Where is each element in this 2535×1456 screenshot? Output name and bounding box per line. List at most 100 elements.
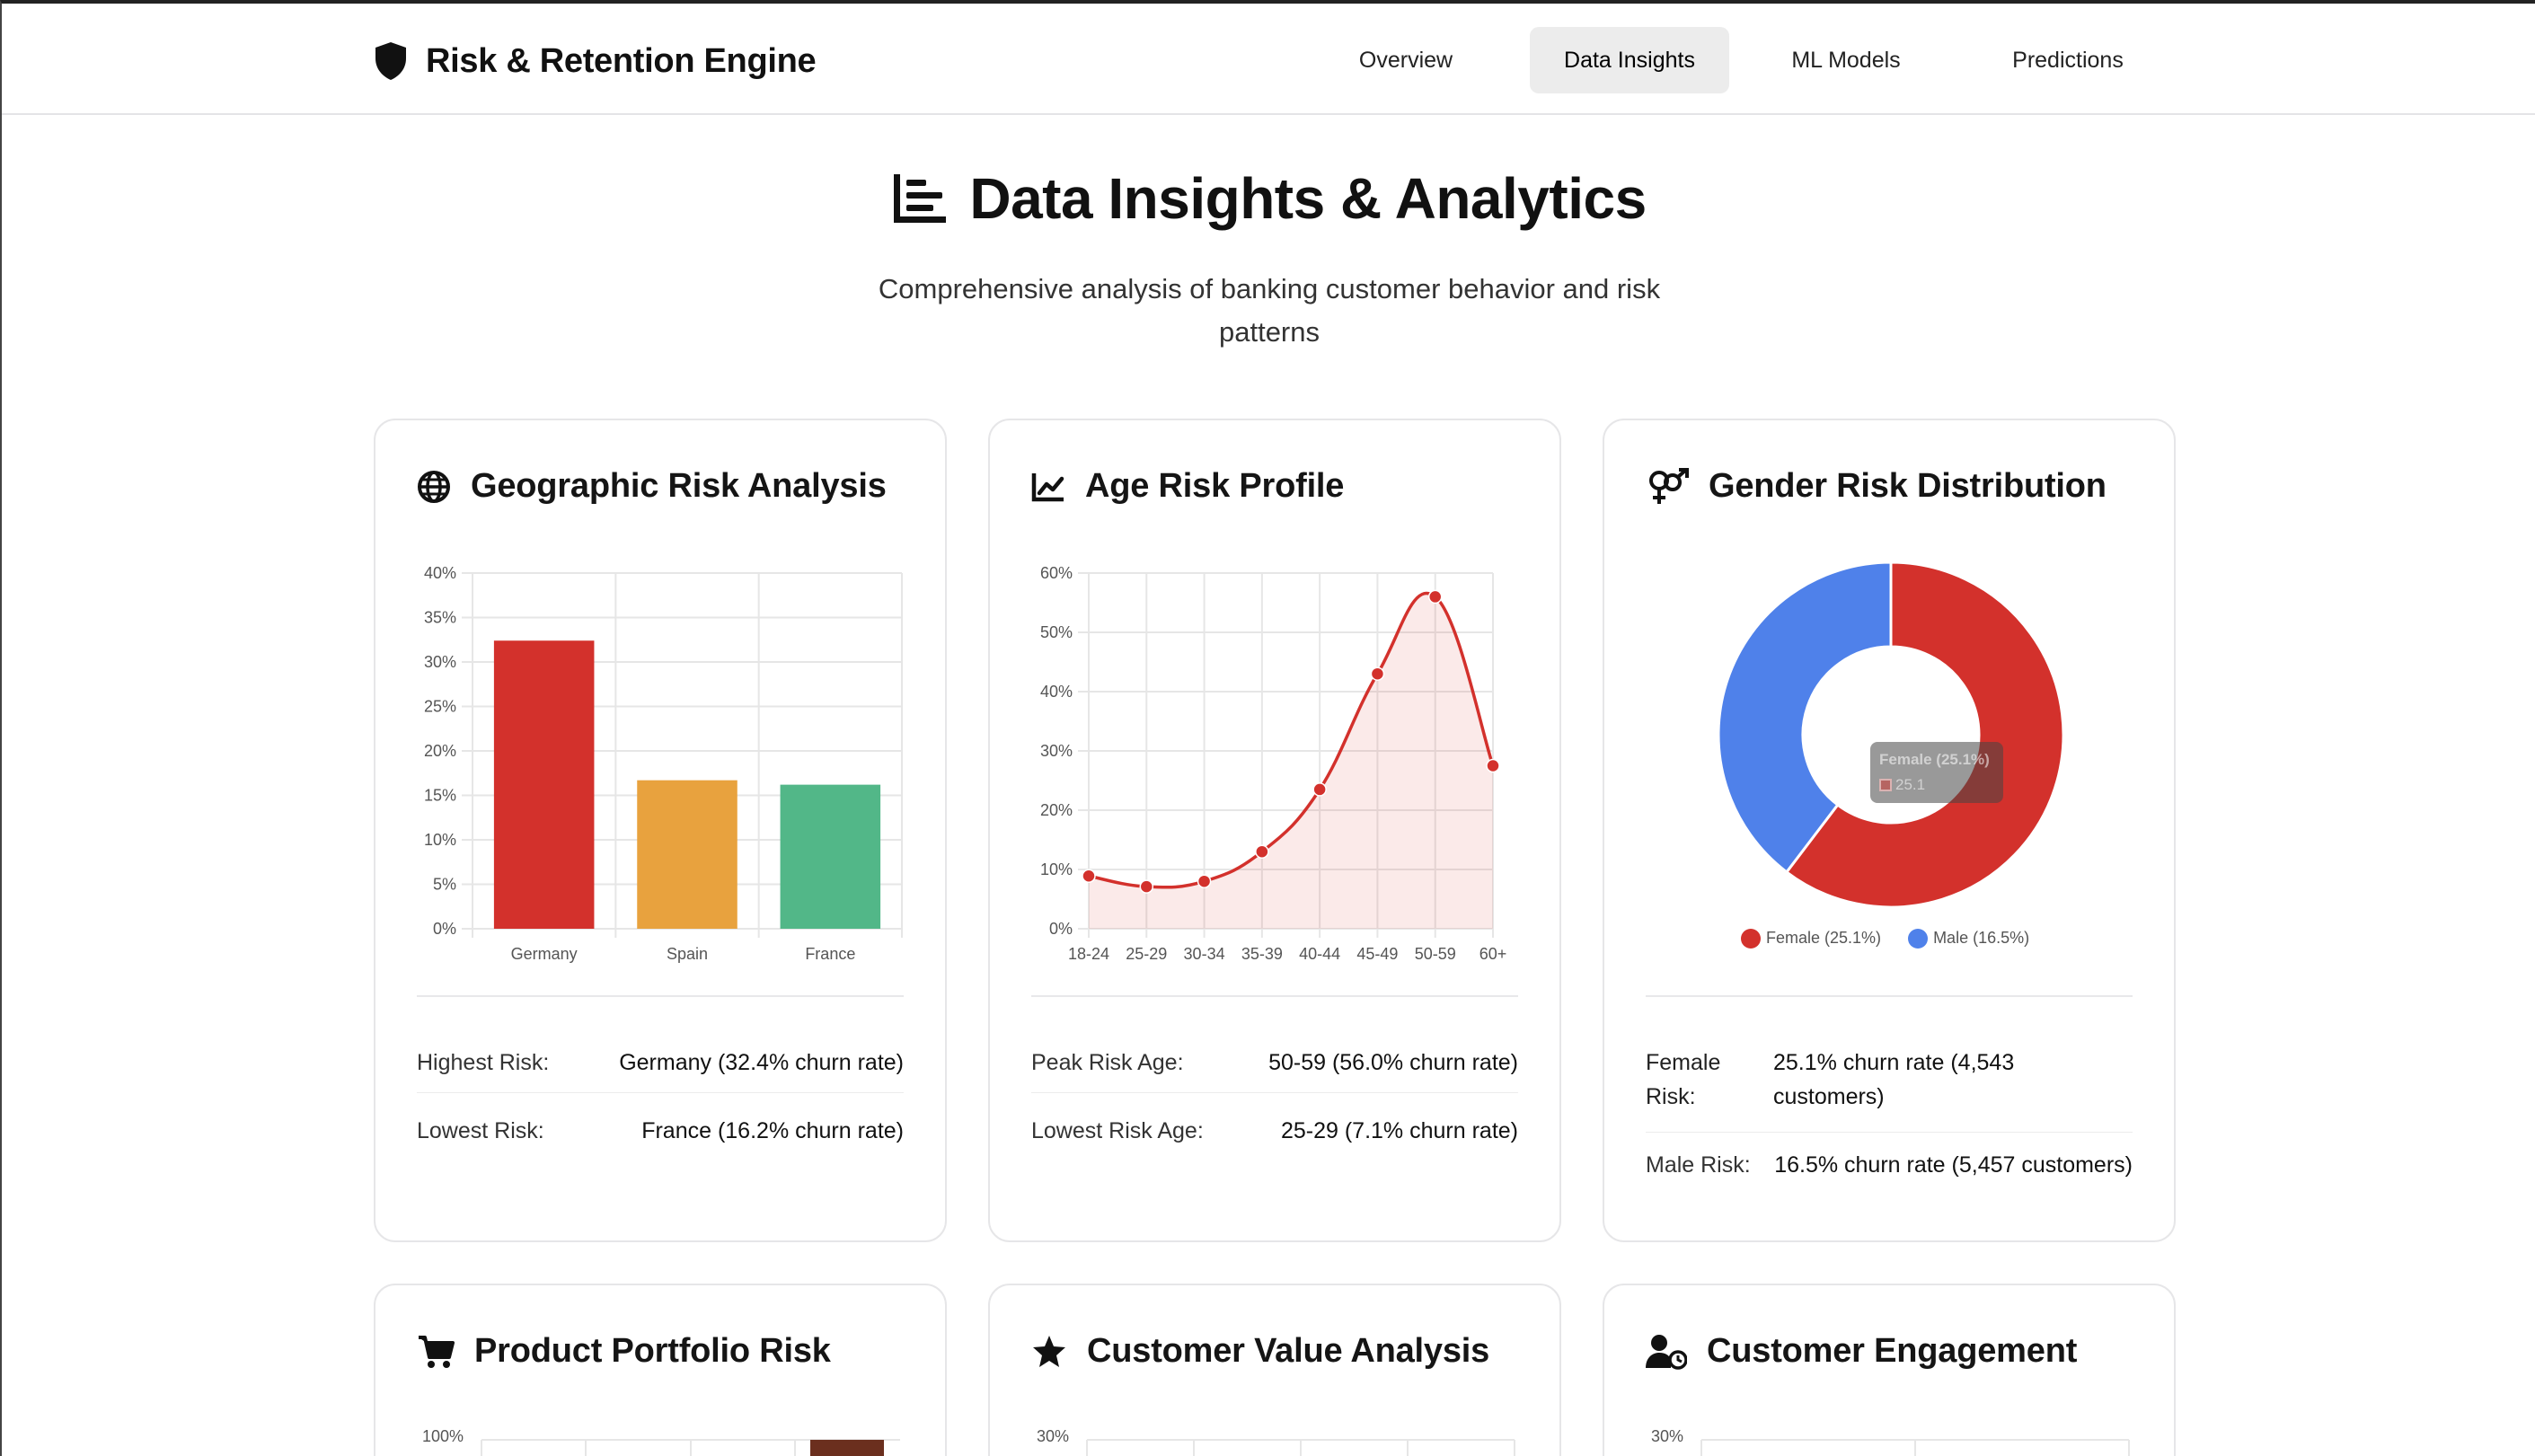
nav-data-insights[interactable]: Data Insights [1530,27,1729,93]
x-tick-label: 40-44 [1299,945,1340,963]
star-icon [1033,1335,1065,1367]
y-tick-label: 20% [1040,801,1073,819]
divider [417,995,904,997]
y-tick-label: 30% [1037,1427,1070,1445]
brand[interactable]: Risk & Retention Engine [372,36,817,86]
nav-ml-models[interactable]: ML Models [1791,47,1901,73]
stat-separator [1031,1092,1518,1093]
engagement-chart-partial[interactable] [1604,1438,2177,1456]
y-tick-label: 10% [1040,860,1073,878]
stat-value: France (16.2% churn rate) [641,1118,904,1143]
divider [1646,995,2133,997]
product-chart-partial[interactable] [375,1438,949,1456]
donut-slice-male[interactable] [1717,560,1893,875]
nav-overview[interactable]: Overview [1358,47,1453,73]
x-tick-label: 18-24 [1068,945,1109,963]
app-title: Risk & Retention Engine [426,41,817,80]
data-point-60+[interactable] [1486,758,1500,773]
y-tick-label: 15% [424,787,456,805]
y-tick-label: 60% [1040,564,1073,582]
stat-separator [1646,1132,2133,1133]
page-subtitle: Comprehensive analysis of banking custom… [847,268,1691,354]
y-tick-label: 40% [424,564,456,582]
data-point-25-29[interactable] [1139,879,1154,894]
chart-bar-icon [894,174,947,223]
stat-value: 16.5% churn rate (5,457 customers) [1774,1152,2133,1178]
geographic-bar-chart[interactable]: 0% 5% 10% 15% 20% 25% 30% 35% 40% Germany Spain Fra… [375,555,949,968]
x-tick-label: Germany [511,945,578,963]
x-tick-label: 30-34 [1184,945,1225,963]
legend-label: Male (16.5%) [1933,929,2030,947]
data-point-40-44[interactable] [1312,782,1327,797]
y-tick-label: 0% [1049,920,1073,938]
x-tick-label: 60+ [1479,945,1507,963]
globe-icon [418,470,450,503]
x-tick-label: 45-49 [1356,945,1398,963]
tooltip-value: 25.1 [1895,776,1926,793]
bar-france[interactable] [780,784,881,929]
card-title: Geographic Risk Analysis [471,467,887,505]
subtitle-line-2: patterns [1218,316,1320,348]
y-tick-label: 20% [424,742,456,760]
card-header: Customer Engagement [1646,1332,2077,1371]
stat-value: Germany (32.4% churn rate) [619,1050,904,1075]
bar-spain[interactable] [637,780,738,929]
stat-label: Female Risk: [1646,1046,1762,1114]
stat-separator [417,1092,904,1093]
y-tick-label: 30% [424,653,456,671]
y-tick-label: 100% [422,1427,464,1445]
stat-peak-risk-age: Peak Risk Age: 50-59 (56.0% churn rate) [1031,1046,1518,1080]
card-header: Gender Risk Distribution [1646,467,2107,506]
legend-label: Female (25.1%) [1766,929,1882,947]
chart-tooltip: Female (25.1%) 25.1 [1870,742,2003,803]
geographic-risk-card: Geographic Risk Analysis 0% 5% 10% 15% 20% 25… [374,419,947,1242]
tooltip-swatch [1879,779,1892,791]
stat-value: 50-59 (56.0% churn rate) [1268,1050,1518,1075]
data-point-18-24[interactable] [1082,869,1096,884]
data-point-45-49[interactable] [1370,666,1385,681]
bar-germany[interactable] [493,640,595,929]
page-title: Data Insights & Analytics [969,166,1647,231]
y-tick-label: 25% [424,698,456,716]
bar-4-products[interactable] [810,1440,884,1456]
donut-slice-female[interactable] [1784,560,2065,909]
top-navbar: Risk & Retention Engine Overview Data In… [2,4,2535,115]
legend-dot-female [1741,929,1761,949]
stat-value: 25-29 (7.1% churn rate) [1280,1118,1518,1143]
y-tick-label: 0% [433,920,456,938]
nav-predictions[interactable]: Predictions [2012,47,2124,73]
x-tick-label: 50-59 [1415,945,1456,963]
stat-label-line: Risk: [1646,1084,1696,1109]
age-risk-card: Age Risk Profile 0% 10% 20% 30% 40% 50% 60% 18-… [988,419,1561,1242]
legend-item-female[interactable]: Female (25.1%) [1741,929,1881,949]
page-header: Data Insights & Analytics [2,165,2535,232]
main-nav: Overview Data Insights ML Models Predict… [1322,27,2149,93]
stat-label: Peak Risk Age: [1031,1050,1184,1075]
age-area-chart[interactable]: 0% 10% 20% 30% 40% 50% 60% 18-24 25-29 30-34 35-39… [990,555,1563,968]
data-point-50-59[interactable] [1427,589,1443,604]
y-tick-label: 50% [1040,623,1073,641]
card-header: Customer Value Analysis [1031,1332,1489,1371]
value-chart-partial[interactable] [990,1438,1563,1456]
card-title: Age Risk Profile [1085,467,1345,505]
y-tick-label: 5% [433,876,456,894]
x-tick-label: 25-29 [1126,945,1167,963]
card-title: Product Portfolio Risk [474,1332,831,1370]
card-header: Age Risk Profile [1031,467,1344,506]
data-point-35-39[interactable] [1255,844,1269,859]
y-tick-label: 30% [1651,1427,1684,1445]
stat-male-risk: Male Risk: 16.5% churn rate (5,457 custo… [1646,1148,2133,1182]
card-header: Product Portfolio Risk [417,1332,831,1371]
chart-legend: Female (25.1%) Male (16.5%) [1741,929,2029,949]
tooltip-row: 25.1 [1879,772,1994,798]
tooltip-title: Female (25.1%) [1879,751,1990,768]
shield-icon [375,42,406,80]
legend-item-male[interactable]: Male (16.5%) [1908,929,2029,949]
gender-donut-chart[interactable] [1604,537,2177,950]
data-point-30-34[interactable] [1197,874,1212,888]
user-clock-icon [1646,1334,1687,1370]
stat-label: Highest Risk: [417,1050,550,1075]
customer-engagement-card: Customer Engagement 30% [1603,1284,2176,1456]
stat-value: 25.1% churn rate (4,543 customers) [1773,1046,2133,1114]
card-header: Geographic Risk Analysis [417,467,887,506]
